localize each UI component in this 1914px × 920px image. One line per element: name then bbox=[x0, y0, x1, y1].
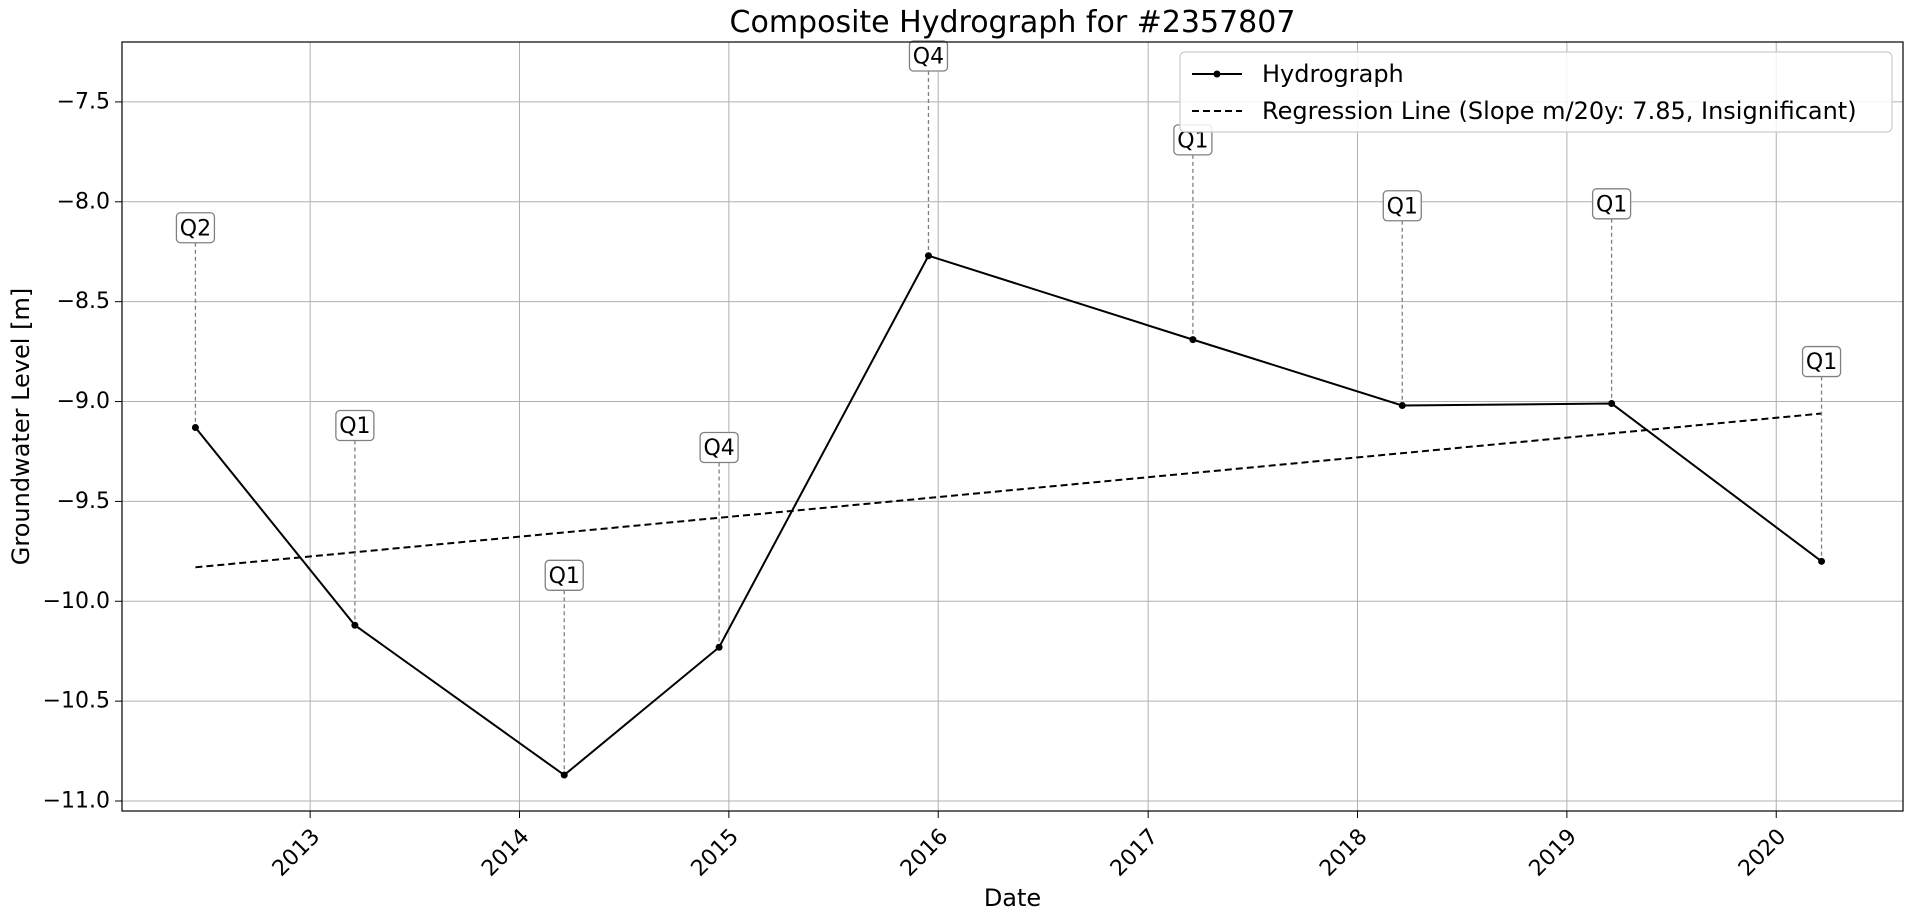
quarter-label: Q1 bbox=[339, 414, 370, 439]
legend-hydrograph-marker bbox=[1213, 70, 1221, 78]
y-tick-label: −10.5 bbox=[43, 689, 110, 714]
quarter-label: Q2 bbox=[180, 216, 211, 241]
chart-title: Composite Hydrograph for #2357807 bbox=[730, 5, 1296, 40]
annotation-box bbox=[699, 431, 739, 464]
annotation-box bbox=[1801, 345, 1842, 378]
hydrograph-point bbox=[924, 252, 932, 260]
hydrograph-point bbox=[560, 771, 568, 779]
hydrograph-point bbox=[1398, 402, 1406, 410]
hydrograph-point bbox=[1818, 557, 1826, 565]
x-axis-label: Date bbox=[984, 884, 1041, 912]
y-tick-label: −8.5 bbox=[57, 289, 110, 314]
quarter-label: Q1 bbox=[1806, 350, 1837, 375]
hydrograph-point bbox=[715, 643, 723, 651]
y-tick-label: −9.0 bbox=[57, 389, 110, 414]
quarter-label: Q4 bbox=[913, 44, 944, 69]
regression-layer bbox=[195, 412, 1822, 569]
y-tick-label: −11.0 bbox=[43, 789, 110, 814]
y-axis-label: Groundwater Level [m] bbox=[7, 288, 35, 565]
hydrograph-layer bbox=[191, 252, 1826, 779]
quarter-label: Q1 bbox=[1596, 192, 1627, 217]
annotation-box bbox=[175, 212, 216, 244]
quarter-label: Q1 bbox=[1387, 194, 1418, 219]
annotation-box bbox=[1591, 188, 1632, 220]
y-tick-label: −9.5 bbox=[57, 489, 110, 514]
legend-frame bbox=[1179, 51, 1893, 133]
plot-frame bbox=[121, 41, 1904, 812]
hydrograph-point bbox=[351, 621, 359, 629]
annotation-box bbox=[908, 40, 949, 72]
annotation-box bbox=[544, 559, 584, 591]
hydrograph-point bbox=[1608, 400, 1616, 408]
hydrograph-point bbox=[191, 423, 199, 431]
legend: Hydrograph Regression Line (Slope m/20y: … bbox=[1179, 51, 1893, 133]
y-tick-label: −7.5 bbox=[57, 89, 110, 114]
y-axis-ticks: −7.5 −8.0 −8.5 −9.0 −9.5 −10.0 −10.5 −11.0 bbox=[43, 89, 122, 814]
annotation-box bbox=[1382, 190, 1422, 222]
quarter-label: Q4 bbox=[703, 436, 734, 461]
quarter-label: Q1 bbox=[549, 564, 580, 589]
legend-hydrograph-label: Hydrograph bbox=[1262, 60, 1404, 88]
regression-line bbox=[195, 412, 1822, 569]
annotation-box bbox=[335, 409, 375, 442]
y-tick-label: −10.0 bbox=[43, 589, 110, 614]
y-tick-label: −8.0 bbox=[57, 189, 110, 214]
hydrograph-point bbox=[1189, 336, 1197, 344]
legend-regression-label: Regression Line (Slope m/20y: 7.85, Insi… bbox=[1262, 97, 1857, 125]
